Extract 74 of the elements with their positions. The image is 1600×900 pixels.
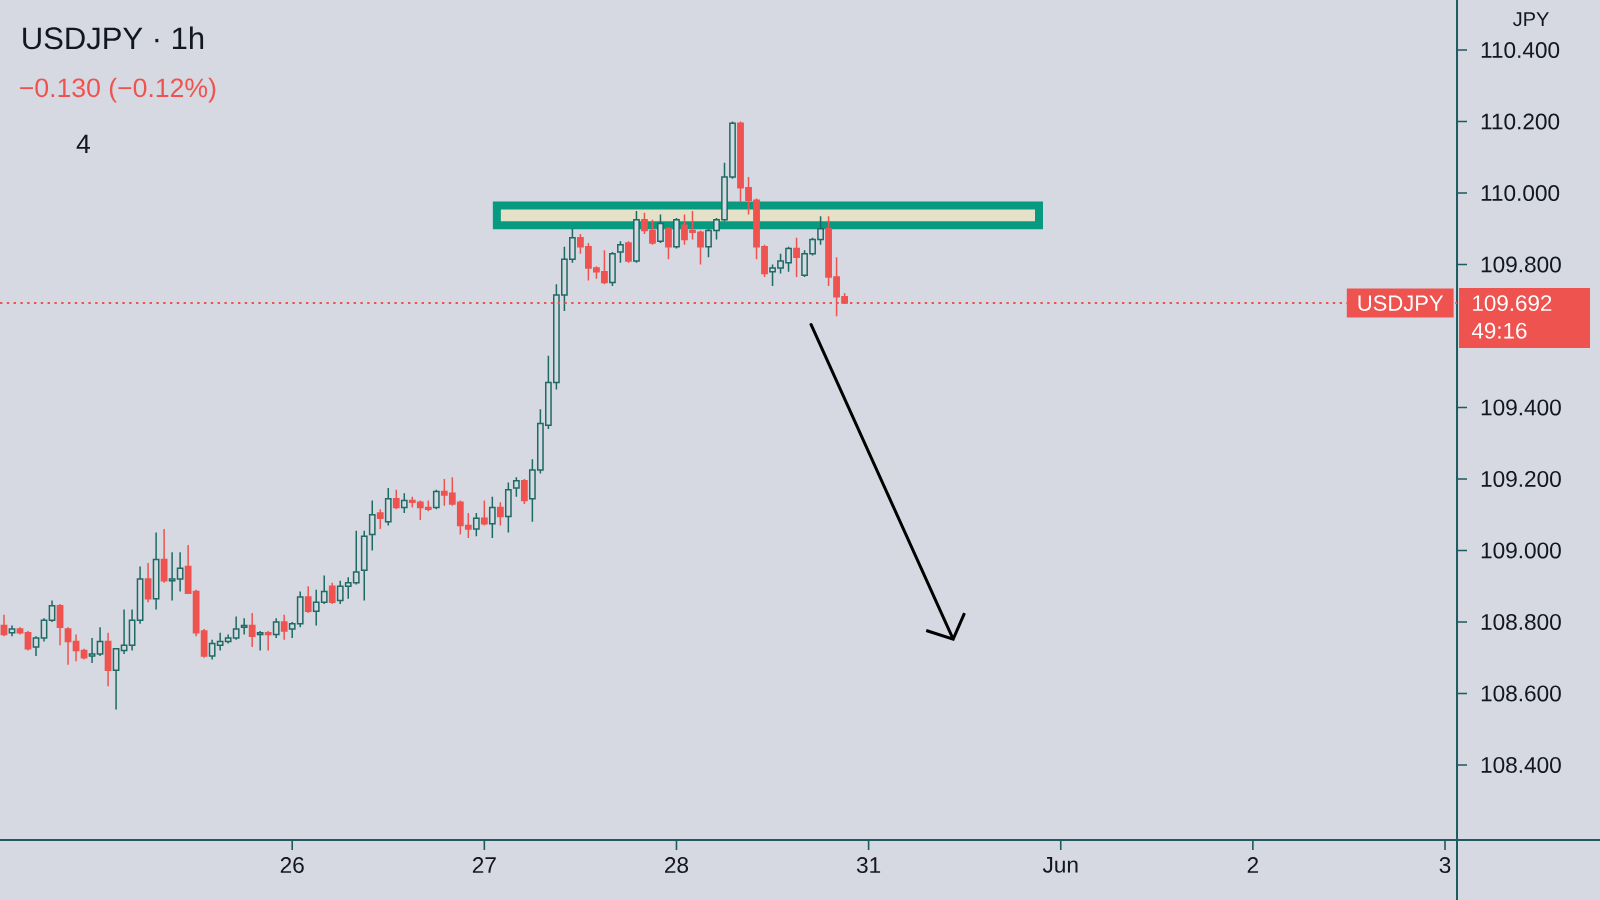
- y-tick-label: 109.200: [1481, 470, 1561, 487]
- text: 109.692: [1473, 295, 1552, 312]
- candlestick: [56, 603, 64, 646]
- candlestick: [264, 630, 272, 652]
- y-tick-label: 108.400: [1481, 756, 1561, 773]
- x-tick-label: 27: [472, 857, 496, 873]
- candlestick: [64, 626, 72, 666]
- candlestick: [240, 617, 248, 636]
- candlestick: [0, 614, 8, 637]
- y-tick-label: 110.000: [1481, 185, 1560, 202]
- x-tick-label: 26: [280, 857, 304, 874]
- x-tick-label: 31: [856, 857, 881, 874]
- candlestick: [793, 236, 800, 278]
- candlestick: [248, 612, 256, 648]
- candlestick: [280, 614, 288, 641]
- candlestick: [104, 631, 112, 688]
- candlestick: [617, 240, 624, 264]
- candlestick: [32, 635, 40, 657]
- candlestick: [368, 499, 376, 552]
- candlestick: [609, 251, 616, 287]
- candlestick: [112, 648, 120, 711]
- candlestick: [480, 499, 488, 527]
- x-tick-label: Jun: [1042, 857, 1078, 873]
- candlestick: [96, 626, 104, 657]
- y-tick-label: 108.600: [1481, 685, 1561, 702]
- candlestick: [633, 210, 640, 264]
- candlestick: [512, 476, 520, 498]
- y-tick-label: 110.400: [1481, 42, 1560, 59]
- candlestick: [328, 581, 336, 605]
- candlestick: [120, 608, 128, 655]
- x-tick-label: 3: [1439, 857, 1451, 874]
- candlestick: [24, 630, 32, 652]
- y-tick-label: 109.800: [1481, 256, 1561, 273]
- candlestick: [48, 599, 56, 623]
- candlestick: [673, 217, 680, 250]
- candlestick: [152, 531, 160, 611]
- candlestick: [625, 240, 632, 264]
- candlestick: [16, 626, 24, 636]
- candlestick: [304, 585, 312, 614]
- candlestick: [392, 488, 400, 511]
- candlestick: [40, 617, 48, 643]
- candlestick: [657, 213, 664, 244]
- candlestick: [400, 492, 408, 514]
- y-tick-label: 109.000: [1481, 542, 1561, 559]
- text: USDJPY · 1h: [23, 26, 204, 50]
- candlestick: [136, 565, 144, 625]
- candlestick: [504, 481, 512, 534]
- candlestick: [88, 637, 96, 664]
- candlestick: [472, 512, 480, 537]
- candlestick: [256, 630, 264, 652]
- y-axis-title: JPY: [1512, 12, 1549, 27]
- text: −0.130 (−0.12%): [20, 77, 216, 103]
- candlestick: [488, 496, 496, 539]
- candlestick: [376, 508, 384, 530]
- candlestick: [496, 501, 504, 527]
- x-tick-label: 28: [665, 857, 689, 874]
- candlestick: [432, 488, 440, 511]
- annotation: 4: [76, 134, 90, 153]
- text: 49:16: [1471, 322, 1527, 339]
- y-tick-label: 108.800: [1481, 613, 1561, 630]
- candlestick: [665, 226, 672, 260]
- candlestick: [272, 617, 280, 639]
- candlestick: [8, 624, 16, 637]
- y-tick-label: 109.400: [1481, 399, 1561, 416]
- y-tick-label: 110.200: [1481, 113, 1560, 130]
- candlestick: [144, 562, 152, 604]
- ref-line-label: USDJPY: [1358, 295, 1444, 311]
- candlestick: [160, 528, 168, 584]
- candlestick: [520, 478, 528, 505]
- candlestick: [384, 487, 392, 527]
- candlestick: [72, 633, 80, 663]
- candlestick: [128, 608, 136, 652]
- x-tick-label: 2: [1247, 857, 1259, 873]
- candlestick: [360, 530, 368, 602]
